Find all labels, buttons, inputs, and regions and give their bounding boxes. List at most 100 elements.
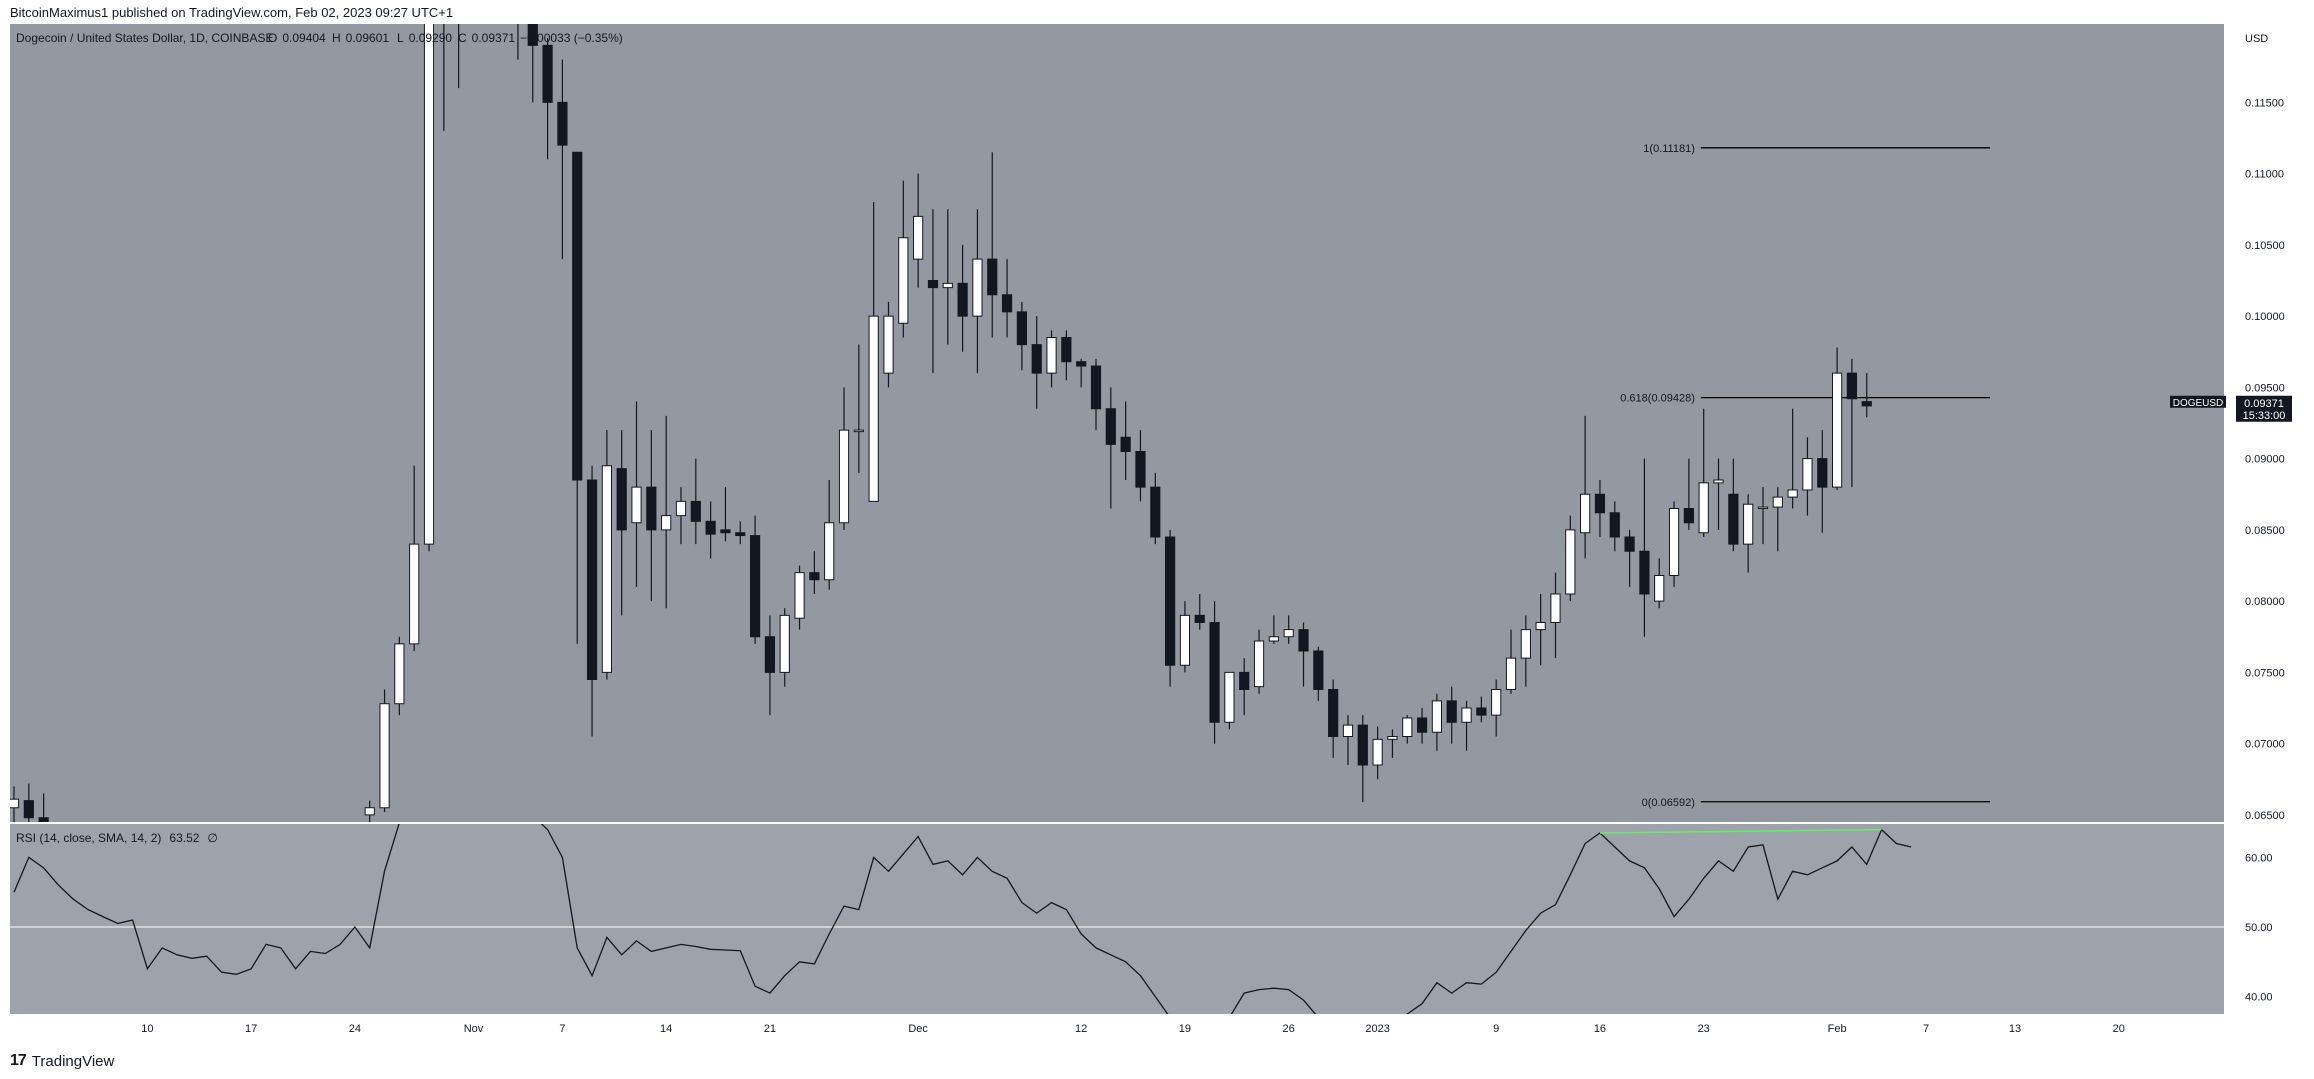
candle-body [1861, 401, 1872, 407]
candle [824, 480, 835, 590]
candle [838, 387, 850, 530]
candle-body [675, 500, 687, 517]
candle-body [1046, 337, 1057, 374]
candle [1802, 437, 1813, 516]
candle [364, 800, 375, 822]
candle [601, 430, 612, 680]
time-tick-label: 26 [1283, 1023, 1295, 1035]
candle [443, 24, 445, 131]
candle-body [1772, 496, 1783, 508]
candle [853, 344, 864, 473]
candle-body [1357, 724, 1368, 766]
candle-body [913, 215, 924, 260]
candle [1491, 679, 1502, 737]
open-label: O [268, 31, 277, 45]
candle-body [1298, 629, 1309, 652]
candle [1120, 401, 1131, 480]
candle [1683, 458, 1694, 530]
fibonacci-retracement[interactable]: 1(0.11181) 0.618(0.09428) 0(0.06592) [1620, 143, 1990, 809]
candle [1328, 679, 1339, 758]
candle [675, 487, 687, 545]
low-label: L [397, 31, 404, 45]
candle [868, 202, 879, 502]
time-axis-background [0, 1014, 2314, 1044]
candle-body [750, 535, 761, 638]
fib-level-label: 0(0.06592) [1642, 797, 1695, 809]
candle [1416, 708, 1428, 744]
candle [1298, 622, 1309, 687]
fib-level-label: 1(0.11181) [1643, 143, 1695, 155]
candle [883, 301, 894, 388]
time-tick-label: Nov [464, 1023, 484, 1035]
candle-body [838, 429, 850, 524]
ohlc-close: C 0.09371 [458, 31, 515, 45]
candle-body [1743, 503, 1754, 545]
candle-body [1683, 508, 1694, 524]
candle-body [1313, 650, 1324, 690]
candle [1624, 529, 1635, 587]
candle-body [1446, 700, 1457, 723]
candle [1239, 658, 1250, 716]
candle-body [631, 486, 642, 524]
candle [1224, 671, 1235, 730]
time-tick-label: 17 [245, 1023, 257, 1035]
candle-body [23, 800, 34, 819]
candle [557, 59, 568, 260]
candle-body [1328, 688, 1339, 737]
symbol-tag-text: DOGEUSD [2173, 398, 2224, 409]
candle [616, 430, 627, 616]
candle [1476, 696, 1487, 723]
high-label: H [332, 31, 341, 45]
candle [898, 180, 909, 338]
time-tick-label: 9 [1493, 1023, 1499, 1035]
candle-body [1654, 574, 1665, 602]
candle [1150, 472, 1161, 545]
axes: 0.11500 0.11000 0.10500 0.10000 0.09500 0.090… [141, 97, 2292, 1035]
candle [1550, 572, 1561, 659]
candle [1639, 458, 1650, 637]
candle-body [10, 798, 20, 809]
candle [38, 793, 49, 822]
rsi-pane-background [10, 824, 2224, 1014]
candle-body [1416, 717, 1428, 733]
candle [1713, 458, 1724, 530]
candle-body [1342, 724, 1354, 737]
candle-body [1609, 512, 1620, 538]
candle [1520, 615, 1531, 687]
candle-body [423, 24, 435, 545]
candle-body [824, 522, 835, 581]
candle [1402, 715, 1413, 744]
candle-body [572, 151, 583, 481]
candle [1090, 358, 1102, 431]
candle [542, 38, 553, 160]
candle [1861, 373, 1872, 418]
candle [1535, 594, 1546, 666]
candle-body [1535, 622, 1546, 631]
candle [1046, 330, 1057, 388]
price-tick-label: 0.09000 [2245, 454, 2285, 466]
candle-body [1194, 614, 1205, 623]
candle [705, 501, 716, 559]
price-tick-label: 0.07000 [2245, 739, 2285, 751]
candle [942, 209, 953, 345]
price-chart[interactable]: 1(0.11181) 0.618(0.09428) 0(0.06592) 0.115… [0, 24, 2314, 1044]
candle-body [1016, 311, 1027, 346]
time-tick-label: Dec [908, 1023, 928, 1035]
rsi-tick-label: 50.00 [2245, 922, 2273, 934]
candle-body [1402, 717, 1413, 737]
candle [1787, 408, 1798, 509]
candle [23, 783, 34, 822]
time-tick-label: 2023 [1365, 1023, 1389, 1035]
candle-body [364, 807, 375, 816]
candle [1105, 387, 1116, 509]
candle [1031, 316, 1042, 409]
candle-body [1580, 493, 1591, 534]
time-tick-label: 19 [1179, 1023, 1191, 1035]
rsi-line [13, 824, 1912, 1014]
price-tick-label: 0.11000 [2245, 169, 2284, 181]
tradingview-footer[interactable]: 17 TradingView [10, 1052, 114, 1070]
candle [957, 244, 968, 352]
candle [1372, 726, 1383, 780]
candle-body [690, 500, 701, 522]
candle [750, 515, 761, 644]
